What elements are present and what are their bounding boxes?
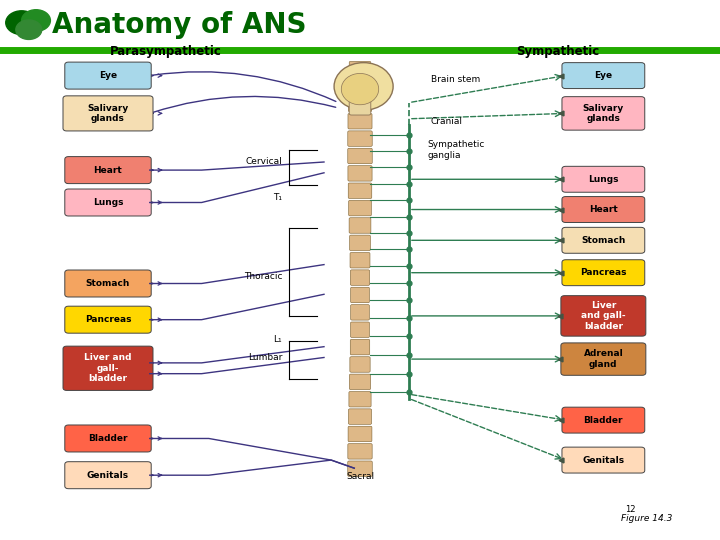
Text: Heart: Heart: [94, 166, 122, 174]
Text: Adrenal
gland: Adrenal gland: [583, 349, 624, 369]
FancyBboxPatch shape: [349, 90, 371, 115]
FancyBboxPatch shape: [349, 218, 371, 233]
Text: Lungs: Lungs: [93, 198, 123, 207]
FancyBboxPatch shape: [65, 425, 151, 452]
Text: T₁: T₁: [274, 193, 282, 201]
FancyBboxPatch shape: [349, 374, 371, 389]
Text: Sympathetic
ganglia: Sympathetic ganglia: [428, 140, 485, 160]
FancyBboxPatch shape: [348, 148, 372, 164]
FancyBboxPatch shape: [65, 306, 151, 333]
FancyBboxPatch shape: [65, 270, 151, 297]
Text: Genitals: Genitals: [87, 471, 129, 480]
Ellipse shape: [334, 63, 393, 110]
Text: Cranial: Cranial: [431, 117, 462, 126]
FancyBboxPatch shape: [348, 200, 372, 216]
Text: Stomach: Stomach: [581, 236, 626, 245]
FancyBboxPatch shape: [349, 392, 371, 407]
FancyBboxPatch shape: [65, 157, 151, 184]
FancyBboxPatch shape: [350, 339, 370, 355]
FancyBboxPatch shape: [348, 131, 372, 146]
FancyBboxPatch shape: [348, 461, 372, 476]
Text: Anatomy of ANS: Anatomy of ANS: [52, 11, 306, 39]
Circle shape: [22, 10, 50, 31]
Text: Liver and
gall-
bladder: Liver and gall- bladder: [84, 353, 132, 383]
Text: Lumbar: Lumbar: [248, 353, 282, 362]
FancyBboxPatch shape: [348, 443, 372, 459]
FancyBboxPatch shape: [348, 96, 372, 112]
Text: Parasympathetic: Parasympathetic: [109, 45, 222, 58]
Text: Bladder: Bladder: [89, 434, 127, 443]
Text: Eye: Eye: [594, 71, 613, 80]
Text: Bladder: Bladder: [584, 416, 623, 424]
Text: Eye: Eye: [99, 71, 117, 80]
Text: Figure 14.3: Figure 14.3: [621, 514, 672, 523]
Text: Thoracic: Thoracic: [244, 272, 282, 281]
FancyBboxPatch shape: [562, 227, 645, 253]
Text: Liver
and gall-
bladder: Liver and gall- bladder: [581, 301, 626, 331]
FancyBboxPatch shape: [562, 197, 645, 222]
FancyBboxPatch shape: [348, 166, 372, 181]
FancyBboxPatch shape: [351, 322, 369, 338]
FancyBboxPatch shape: [351, 305, 369, 320]
Text: Pancreas: Pancreas: [580, 268, 626, 277]
Text: L₁: L₁: [274, 335, 282, 343]
FancyBboxPatch shape: [562, 407, 645, 433]
FancyBboxPatch shape: [561, 343, 646, 375]
Text: Brain stem: Brain stem: [431, 75, 480, 84]
FancyBboxPatch shape: [350, 357, 370, 372]
Text: Heart: Heart: [589, 205, 618, 214]
FancyBboxPatch shape: [350, 235, 370, 251]
FancyBboxPatch shape: [348, 79, 372, 94]
FancyBboxPatch shape: [348, 183, 372, 199]
FancyBboxPatch shape: [348, 113, 372, 129]
Text: 12: 12: [625, 505, 635, 514]
FancyBboxPatch shape: [351, 287, 369, 303]
Text: Cervical: Cervical: [246, 158, 282, 166]
FancyBboxPatch shape: [562, 63, 645, 89]
Text: Pancreas: Pancreas: [85, 315, 131, 324]
FancyBboxPatch shape: [350, 253, 370, 268]
FancyBboxPatch shape: [65, 462, 151, 489]
FancyBboxPatch shape: [65, 189, 151, 216]
FancyBboxPatch shape: [562, 447, 645, 473]
Text: Salivary
glands: Salivary glands: [87, 104, 129, 123]
FancyBboxPatch shape: [65, 62, 151, 89]
FancyBboxPatch shape: [348, 426, 372, 442]
Text: Sacral: Sacral: [346, 472, 374, 481]
FancyBboxPatch shape: [561, 296, 646, 336]
FancyBboxPatch shape: [348, 409, 372, 424]
Text: Salivary
glands: Salivary glands: [582, 104, 624, 123]
Text: Genitals: Genitals: [582, 456, 624, 464]
FancyBboxPatch shape: [63, 96, 153, 131]
FancyBboxPatch shape: [351, 270, 369, 285]
Ellipse shape: [341, 73, 379, 105]
Text: Stomach: Stomach: [86, 279, 130, 288]
Circle shape: [16, 20, 42, 39]
FancyBboxPatch shape: [63, 346, 153, 390]
Text: Sympathetic: Sympathetic: [516, 45, 600, 58]
FancyBboxPatch shape: [562, 260, 645, 286]
Circle shape: [6, 11, 37, 35]
Text: Lungs: Lungs: [588, 175, 618, 184]
FancyBboxPatch shape: [562, 97, 645, 130]
FancyBboxPatch shape: [349, 62, 371, 77]
FancyBboxPatch shape: [562, 166, 645, 192]
